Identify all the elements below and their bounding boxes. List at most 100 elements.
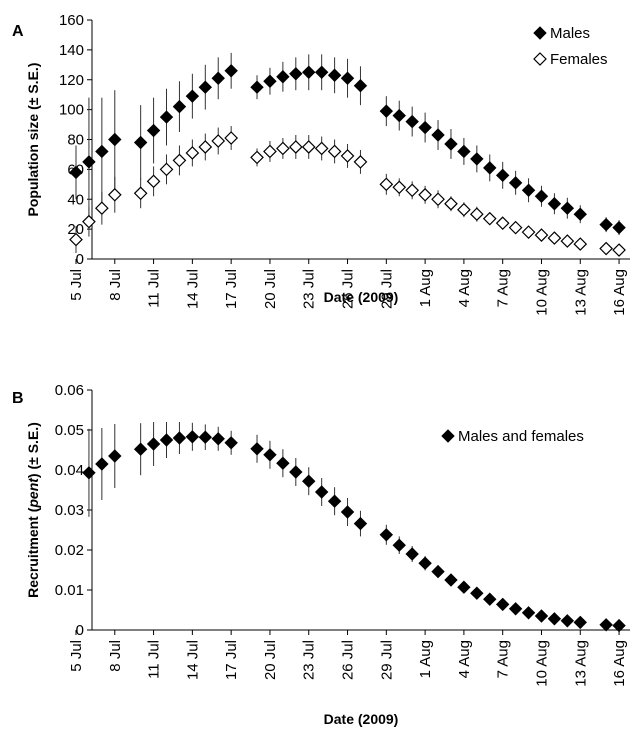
data-point (185, 430, 200, 444)
data-point (95, 457, 109, 471)
data-point (353, 79, 368, 93)
data-point (573, 615, 587, 630)
data-point (82, 466, 96, 480)
data-point (612, 618, 626, 633)
data-point (172, 431, 187, 445)
data-point (327, 494, 342, 508)
legend-label: Females (550, 51, 608, 68)
y-axis-title-part: pent (25, 477, 41, 509)
data-point (224, 64, 238, 78)
data-point (314, 485, 329, 499)
x-tick-label: 11 Jul (146, 640, 163, 679)
y-tick-label: 100 (59, 102, 84, 119)
data-point (82, 214, 96, 229)
data-point (483, 161, 497, 175)
data-point (392, 108, 406, 123)
data-point (534, 609, 549, 623)
series-females (69, 126, 626, 257)
data-point (198, 430, 213, 444)
data-point (418, 120, 432, 135)
x-tick-label: 1 Aug (417, 269, 434, 307)
x-tick-label: 16 Aug (611, 269, 628, 316)
x-tick-label: 14 Jul (184, 640, 201, 680)
y-axis-title-part: Recruitment ( (25, 507, 41, 598)
data-point (263, 74, 277, 88)
x-tick-label: 20 Jul (262, 640, 279, 680)
legend-marker (441, 429, 455, 443)
x-tick-label: 29 Jul (378, 640, 395, 680)
data-point (301, 140, 316, 154)
data-point (146, 174, 161, 189)
data-point (379, 177, 394, 192)
data-point (211, 432, 225, 446)
data-point (534, 189, 549, 203)
data-point (392, 538, 406, 552)
data-point (146, 123, 161, 138)
y-tick-label: 0.03 (55, 502, 84, 519)
data-point (172, 99, 187, 114)
data-point (418, 556, 432, 570)
data-point (508, 602, 523, 616)
x-tick-label: 8 Jul (107, 269, 124, 301)
data-point (289, 67, 303, 81)
data-point (560, 614, 575, 628)
x-tick-label: 10 Aug (533, 269, 550, 316)
data-point (211, 134, 226, 148)
data-point (482, 211, 497, 226)
data-point (405, 114, 419, 129)
y-tick-label: 0 (76, 622, 84, 639)
data-point (547, 612, 562, 626)
panel-label: A (12, 23, 24, 40)
data-point (133, 186, 148, 201)
data-point (573, 207, 587, 221)
x-tick-label: 16 Aug (611, 640, 628, 687)
x-tick-label: 7 Aug (495, 269, 512, 307)
data-point (276, 456, 290, 470)
data-point (534, 228, 549, 242)
y-tick-label: 0 (76, 251, 84, 268)
x-axis-title: Date (2009) (324, 289, 399, 305)
y-tick-label: 140 (59, 42, 84, 59)
data-point (599, 217, 613, 232)
data-point (107, 187, 122, 202)
x-tick-label: 23 Jul (301, 269, 318, 309)
y-axis-title: Population size (± S.E.) (25, 63, 41, 217)
data-point (405, 183, 420, 198)
data-point (224, 436, 238, 450)
data-point (560, 234, 575, 248)
x-tick-label: 17 Jul (223, 640, 240, 680)
x-tick-label: 8 Jul (107, 640, 124, 672)
data-point (495, 597, 510, 612)
data-point (573, 237, 588, 251)
y-tick-label: 160 (59, 12, 84, 29)
x-tick-label: 20 Jul (262, 269, 279, 309)
data-point (521, 183, 536, 197)
x-tick-label: 13 Aug (572, 640, 589, 687)
data-point (69, 165, 83, 180)
data-point (470, 586, 484, 600)
data-point (302, 65, 316, 79)
data-point (108, 132, 122, 147)
y-tick-label: 80 (67, 132, 84, 149)
data-point (431, 128, 445, 142)
data-point (327, 68, 342, 82)
data-point (340, 505, 355, 519)
data-point (495, 216, 510, 230)
y-tick-label: 0.04 (55, 462, 84, 479)
data-point (224, 131, 239, 145)
x-tick-label: 26 Jul (340, 640, 357, 680)
y-tick-label: 40 (67, 191, 84, 208)
panel-b: B 0 0.01 0.02 0.03 0.04 0.05 0.06 5 Jul 8 Jul 11 J… (12, 382, 630, 727)
data-point (133, 135, 148, 150)
data-point (276, 141, 290, 156)
data-point (431, 564, 445, 579)
data-point (263, 448, 277, 462)
data-point (133, 442, 148, 456)
data-point (457, 202, 471, 217)
data-point (69, 232, 83, 247)
x-tick-label: 11 Jul (146, 269, 163, 308)
data-point (108, 449, 122, 463)
y-tick-label: 0.05 (55, 422, 84, 439)
data-point (599, 618, 613, 632)
data-point (444, 137, 458, 151)
